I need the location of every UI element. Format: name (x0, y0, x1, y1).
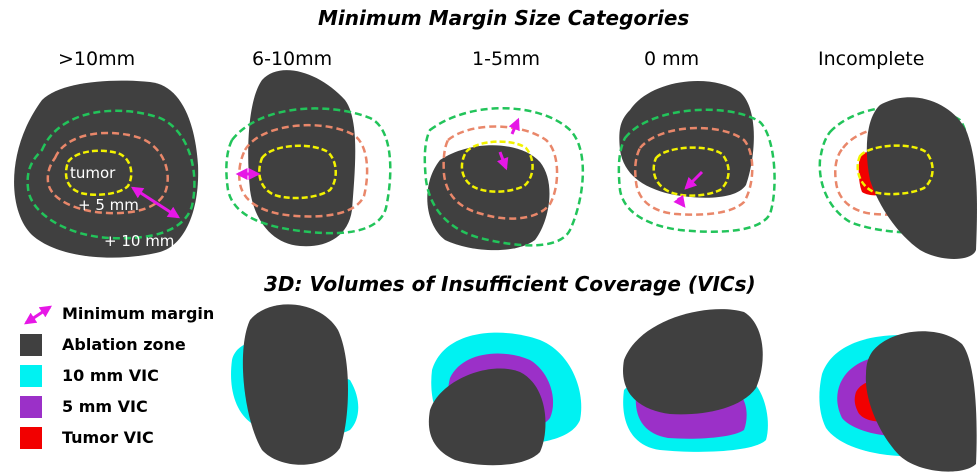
legend-swatch-5mm-vic (20, 395, 42, 418)
margin-5mm-outline (633, 126, 754, 216)
legend-swatch-10mm-vic (20, 364, 42, 387)
ablation-zone (248, 70, 356, 247)
vic-panel-incomplete (819, 331, 977, 472)
ablation-zone (428, 368, 546, 466)
ablation-zone (623, 309, 763, 415)
ablation-zone (865, 331, 977, 472)
panel-incomplete (818, 97, 977, 259)
margin-5mm-label: + 5 mm (78, 196, 139, 214)
tumor-outline (258, 144, 337, 200)
legend-swatch-ablation (20, 333, 42, 356)
double-arrow-icon (24, 305, 52, 325)
legend-label: Minimum margin (62, 304, 215, 323)
legend-item-ablation-zone: Ablation zone (20, 329, 214, 360)
vic-panel-6-10mm (231, 304, 359, 465)
legend-swatch-tumor-vic (20, 426, 42, 449)
legend-item-minimum-margin: Minimum margin (20, 298, 214, 329)
margin-5mm-outline (442, 125, 559, 220)
minimum-margin-arrow (673, 194, 686, 208)
legend-label: Tumor VIC (62, 428, 154, 447)
margin-10mm-outline (26, 109, 196, 240)
category-label-0: 0 mm (644, 48, 700, 70)
legend-arrow-placeholder (20, 303, 42, 325)
panel-6-10mm (225, 70, 392, 247)
legend-item-5mm-vic: 5 mm VIC (20, 391, 214, 422)
ablation-zone (427, 145, 550, 251)
tumor-label: tumor (70, 164, 116, 182)
minimum-margin-arrow (684, 170, 704, 190)
margin-10mm-outline (617, 108, 776, 233)
vic-panel-0mm (623, 309, 768, 452)
panel-1-5mm (423, 107, 585, 251)
panel-gt10mm (14, 80, 199, 258)
tumor-outline (460, 140, 534, 193)
legend-label: Ablation zone (62, 335, 186, 354)
category-label-gt10: >10mm (58, 48, 136, 70)
panel-0mm (617, 80, 776, 233)
margin-5mm-outline (237, 124, 369, 218)
margin-10mm-outline (423, 107, 585, 247)
tumor-outline (652, 146, 730, 197)
minimum-margin-arrow (497, 151, 509, 171)
ablation-zone (619, 80, 754, 198)
category-label-incomplete: Incomplete (818, 48, 925, 70)
vic-panel-1-5mm (428, 332, 582, 466)
category-label-6-10: 6-10mm (252, 48, 333, 70)
minimum-margin-arrow (508, 117, 520, 135)
legend-item-10mm-vic: 10 mm VIC (20, 360, 214, 391)
section-title-vics: 3D: Volumes of Insufficient Coverage (VI… (264, 272, 756, 296)
legend-label: 5 mm VIC (62, 397, 148, 416)
tumor-outline (856, 144, 934, 196)
figure-title: Minimum Margin Size Categories (318, 6, 690, 30)
legend: Minimum margin Ablation zone 10 mm VIC 5… (20, 298, 214, 453)
legend-label: 10 mm VIC (62, 366, 159, 385)
minimum-margin-arrow (130, 186, 181, 219)
margin-10mm-label: + 10 mm (104, 232, 175, 250)
ablation-zone (866, 97, 977, 259)
legend-item-tumor-vic: Tumor VIC (20, 422, 214, 453)
category-label-1-5: 1-5mm (472, 48, 541, 70)
tumor-outline (64, 149, 133, 196)
ablation-zone (242, 304, 348, 465)
